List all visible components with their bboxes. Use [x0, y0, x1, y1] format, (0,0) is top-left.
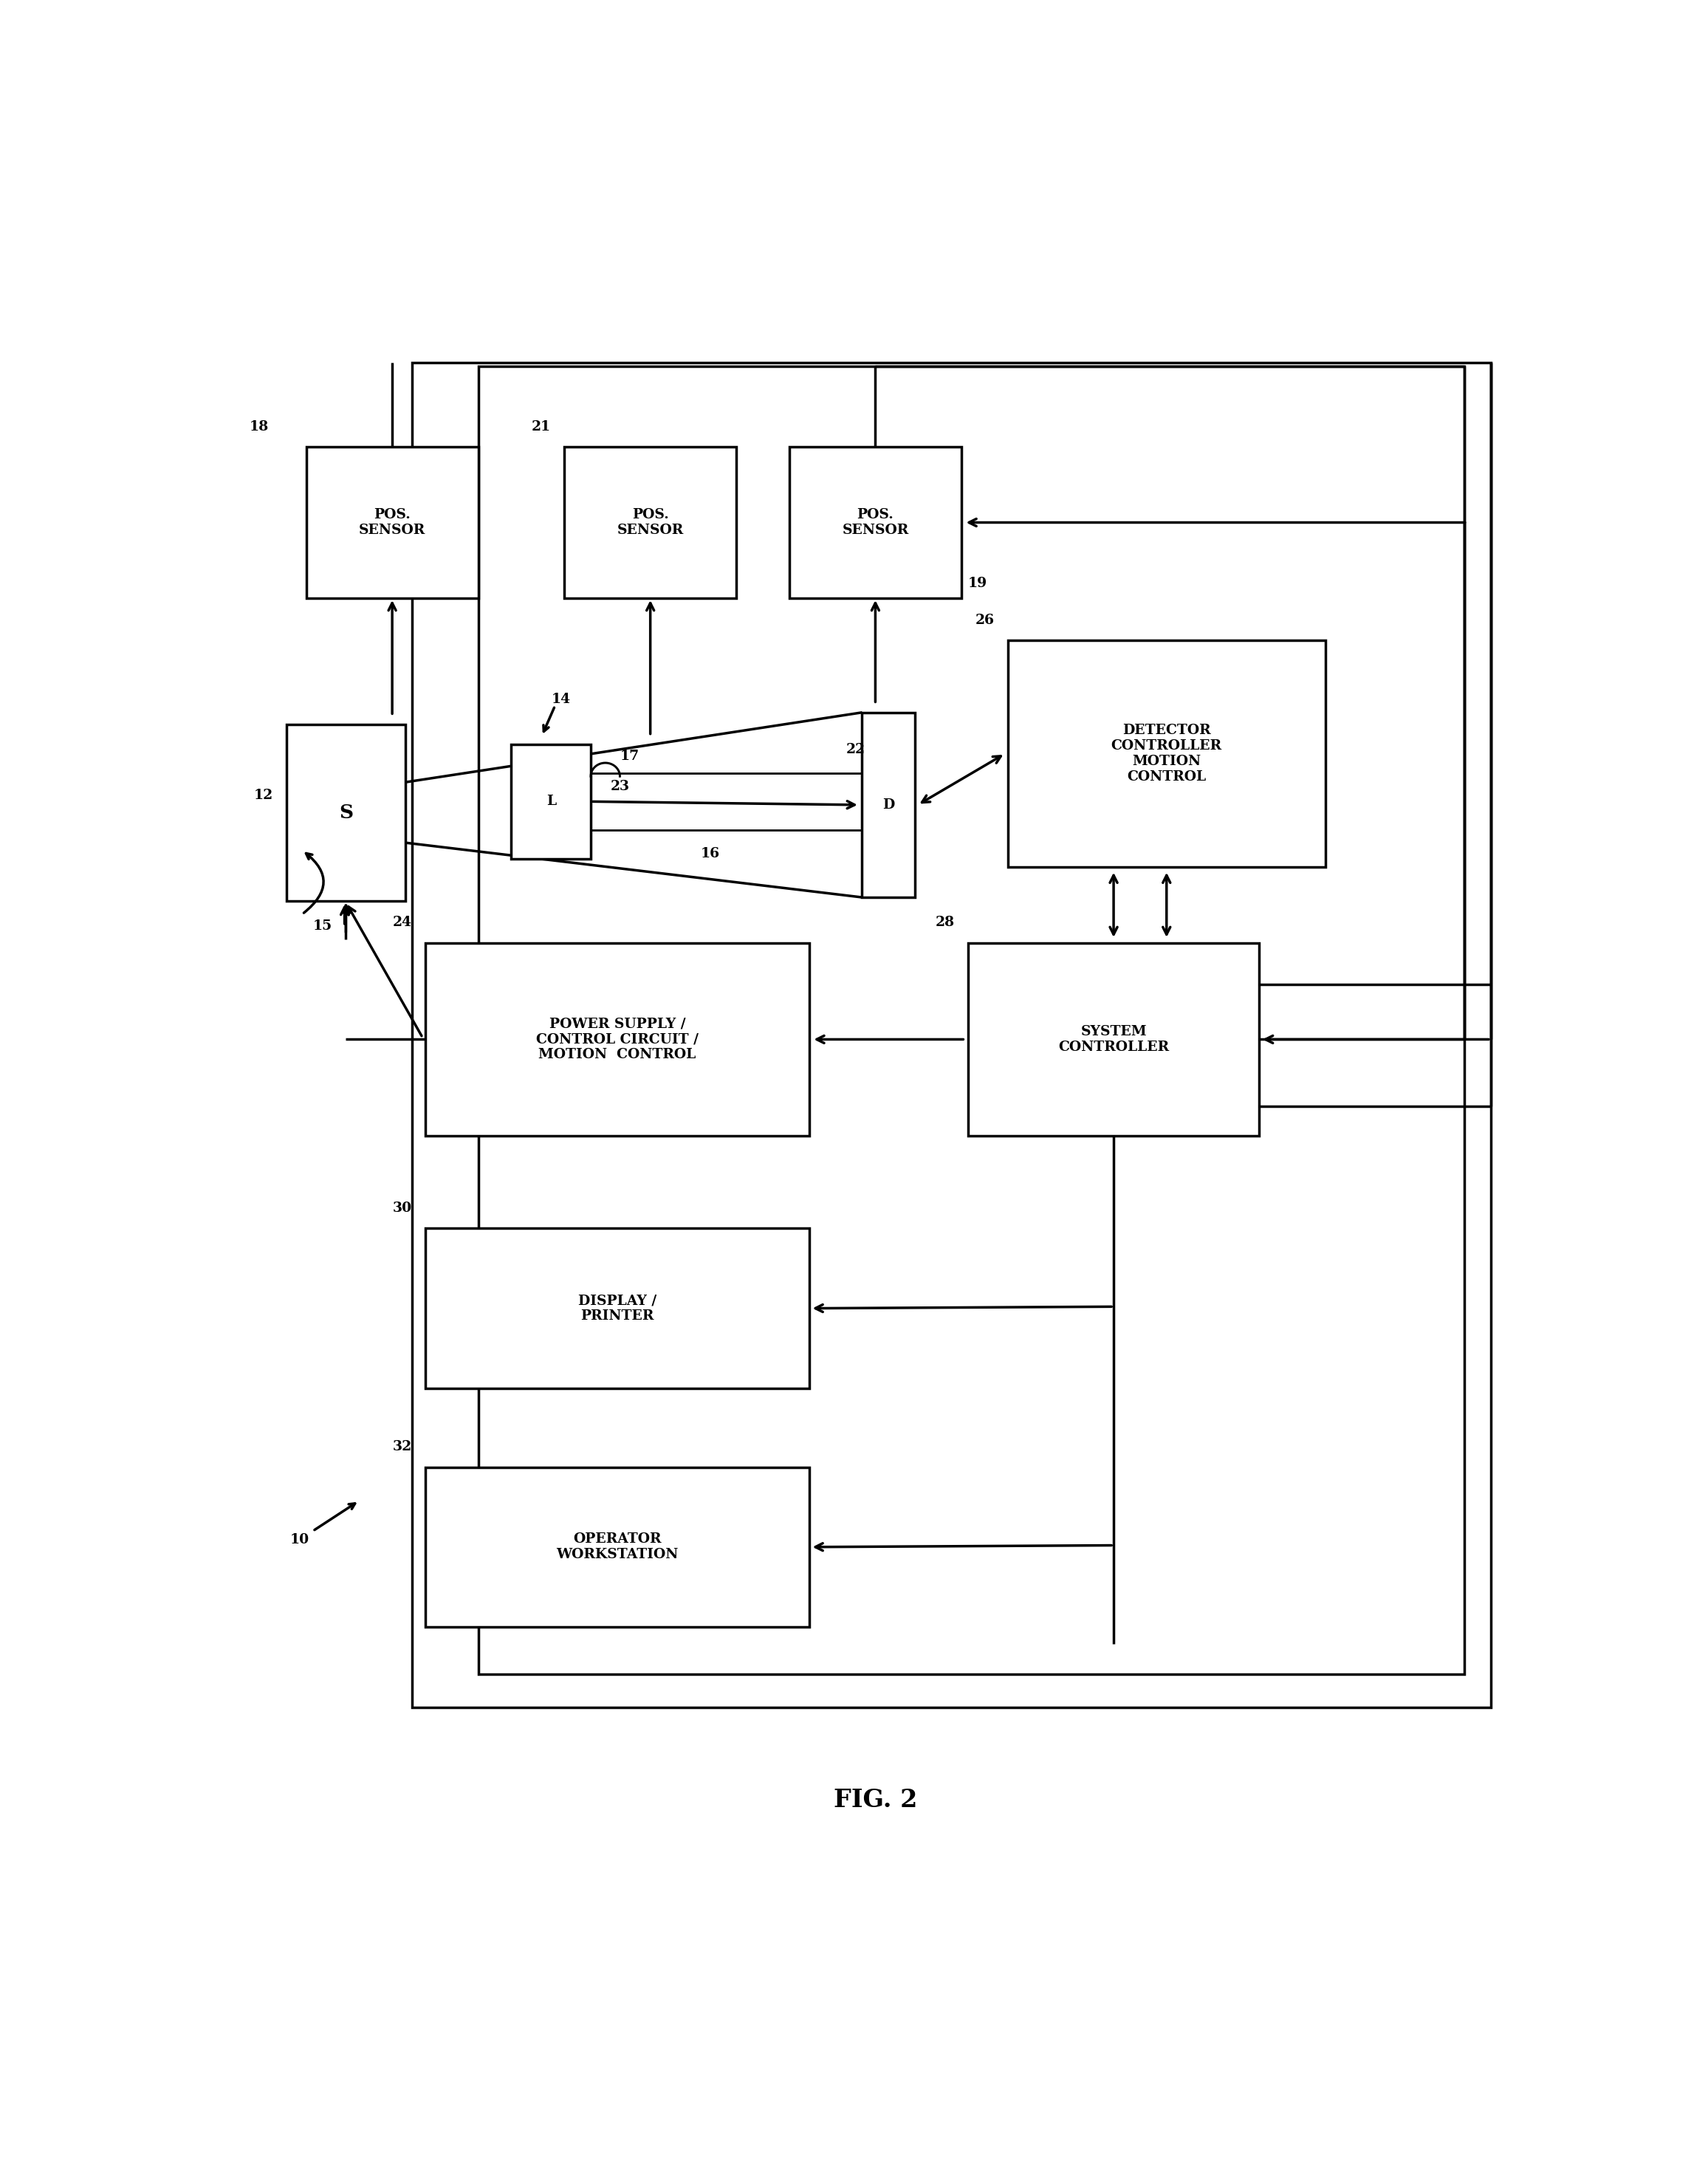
Bar: [412, 362, 1491, 1707]
Text: POS.
SENSOR: POS. SENSOR: [842, 509, 909, 537]
Bar: [425, 943, 810, 1135]
Text: L: L: [547, 795, 555, 808]
Text: 15: 15: [313, 919, 331, 932]
Text: POS.
SENSOR: POS. SENSOR: [617, 509, 683, 537]
Text: 17: 17: [620, 749, 639, 762]
Text: 16: 16: [700, 847, 719, 860]
Text: SYSTEM
CONTROLLER: SYSTEM CONTROLLER: [1059, 1026, 1168, 1054]
Text: 21: 21: [531, 419, 552, 434]
Text: FIG. 2: FIG. 2: [834, 1788, 917, 1812]
Text: 26: 26: [975, 613, 994, 627]
Bar: [425, 1467, 810, 1626]
Text: DISPLAY /
PRINTER: DISPLAY / PRINTER: [577, 1295, 656, 1323]
Bar: [287, 725, 405, 902]
Text: 32: 32: [393, 1441, 412, 1454]
Bar: [425, 1229, 810, 1388]
Text: 10: 10: [290, 1532, 309, 1546]
Bar: [1008, 640, 1325, 867]
Text: 18: 18: [249, 419, 270, 434]
Bar: [306, 448, 478, 598]
Text: 14: 14: [552, 692, 570, 705]
Text: OPERATOR
WORKSTATION: OPERATOR WORKSTATION: [557, 1532, 678, 1561]
Bar: [968, 943, 1259, 1135]
Bar: [863, 712, 915, 897]
Text: S: S: [338, 803, 354, 821]
Text: POS.
SENSOR: POS. SENSOR: [359, 509, 425, 537]
Text: 30: 30: [393, 1203, 412, 1216]
Bar: [789, 448, 962, 598]
Text: 24: 24: [393, 917, 412, 930]
Bar: [478, 367, 1464, 1674]
Text: D: D: [883, 799, 895, 812]
Text: 12: 12: [254, 788, 273, 803]
Bar: [511, 744, 591, 858]
Bar: [564, 448, 736, 598]
Text: POWER SUPPLY /
CONTROL CIRCUIT /
MOTION  CONTROL: POWER SUPPLY / CONTROL CIRCUIT / MOTION …: [536, 1017, 699, 1061]
Text: 22: 22: [845, 742, 866, 755]
Text: 23: 23: [611, 779, 630, 792]
Text: 19: 19: [968, 576, 987, 589]
Text: DETECTOR
CONTROLLER
MOTION
CONTROL: DETECTOR CONTROLLER MOTION CONTROL: [1112, 725, 1221, 784]
Text: 28: 28: [936, 917, 955, 930]
